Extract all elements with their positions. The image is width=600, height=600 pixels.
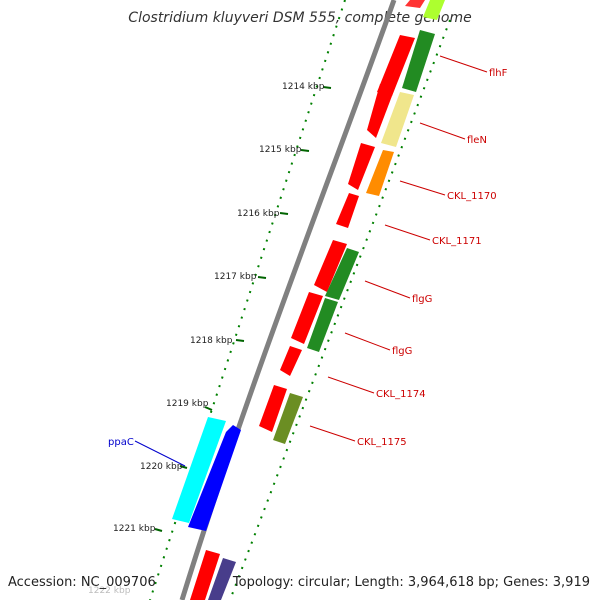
gene-labels: flhF fleN CKL_1170 CKL_1171 flgG flgG CK… (108, 68, 508, 448)
gene-ppaC (172, 417, 226, 523)
tick-label: 1219 kbp (166, 399, 209, 409)
gene-small-red (405, 0, 425, 8)
outer-dotted-track (149, 0, 346, 600)
tick-label: 1214 kbp (282, 82, 325, 92)
gene-label: flhF (489, 68, 508, 79)
gene-label: ppaC (108, 437, 134, 448)
tick-label: 1215 kbp (259, 145, 302, 155)
inner-dotted-track (229, 19, 451, 600)
genome-summary-text: Topology: circular; Length: 3,964,618 bp… (232, 575, 590, 590)
gene-blue (188, 425, 241, 531)
gene-CKL_1170 (366, 150, 394, 196)
cds-features (172, 0, 445, 600)
gene-bottom-purple (208, 558, 236, 600)
axis-ticks (154, 86, 332, 532)
tick-label: 1222 kbp (88, 586, 131, 596)
gene-label: CKL_1175 (357, 437, 407, 448)
gene-label: flgG (392, 346, 412, 357)
gene-label: CKL_1171 (432, 236, 482, 247)
gene-flgG-1 (325, 248, 359, 300)
gene-bottom-red (190, 550, 220, 600)
tick-label: 1217 kbp (214, 272, 257, 282)
callout-ppaC (134, 440, 186, 467)
gene-label: CKL_1174 (376, 389, 426, 400)
tick-label: 1218 kbp (190, 336, 233, 346)
gene-flgG-2 (307, 298, 338, 352)
tick-label: 1216 kbp (237, 209, 280, 219)
gene-yellow-top (423, 0, 445, 20)
gene-CKL_1171 (336, 193, 359, 228)
tick-labels: 1214 kbp 1215 kbp 1216 kbp 1217 kbp 1218… (88, 82, 325, 596)
gene-label: flgG (412, 294, 432, 305)
gene-flgG-red-2 (291, 292, 323, 344)
gene-label: fleN (467, 135, 487, 146)
gene-CKL_1175-red (259, 385, 287, 432)
gene-label: CKL_1170 (447, 191, 497, 202)
gene-CKL_1175 (273, 393, 303, 444)
callout-lines (309, 55, 488, 442)
gene-fleN (381, 92, 414, 147)
gene-flhF-green (402, 30, 435, 92)
gene-flhF (377, 35, 415, 96)
gene-fleN-red (367, 84, 395, 138)
tick-label: 1221 kbp (113, 524, 156, 534)
accession-text: Accession: NC_009706 (8, 575, 156, 590)
gene-CKL_1170-red (348, 143, 375, 190)
gene-flgG-red-1 (314, 240, 347, 292)
gene-CKL_1174 (280, 346, 302, 376)
tick-label: 1220 kbp (140, 462, 183, 472)
